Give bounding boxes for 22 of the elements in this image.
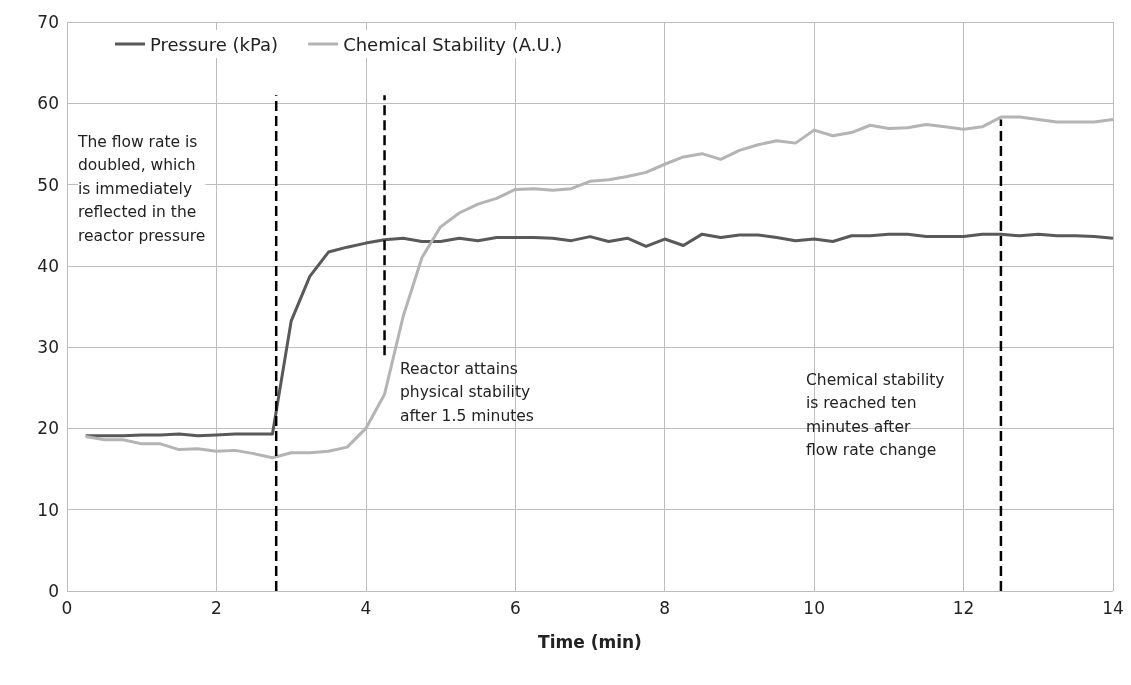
- x-tick-label: 8: [659, 597, 671, 618]
- x-tick-label: 14: [1102, 597, 1124, 618]
- y-tick-label: 40: [37, 255, 59, 276]
- y-tick-label: 70: [37, 12, 59, 32]
- y-tick-label: 30: [37, 337, 59, 358]
- y-tick-label: 0: [48, 581, 59, 601]
- x-axis-title: Time (min): [538, 631, 642, 652]
- y-tick-label: 60: [37, 93, 59, 114]
- annotation: Chemical stability is reached ten minutes after flow rate change: [806, 370, 945, 460]
- annotation: The flow rate is doubled, which is immediately reflected in the reactor pressure: [77, 132, 206, 245]
- annotation: Reactor attains physical stability after 1.5 minutes: [400, 359, 534, 425]
- legend-label: Pressure (kPa): [150, 33, 279, 55]
- y-tick-label: 10: [37, 499, 59, 520]
- x-tick-label: 10: [803, 597, 825, 618]
- y-tick-label: 20: [37, 418, 59, 439]
- x-tick-label: 12: [952, 597, 975, 618]
- x-tick-label: 0: [61, 597, 73, 618]
- x-tick-label: 4: [360, 597, 372, 618]
- y-tick-label: 50: [37, 174, 59, 195]
- legend-label: Chemical Stability (A.U.): [343, 33, 563, 55]
- x-tick-label: 2: [211, 597, 222, 618]
- x-tick-label: 6: [509, 597, 521, 618]
